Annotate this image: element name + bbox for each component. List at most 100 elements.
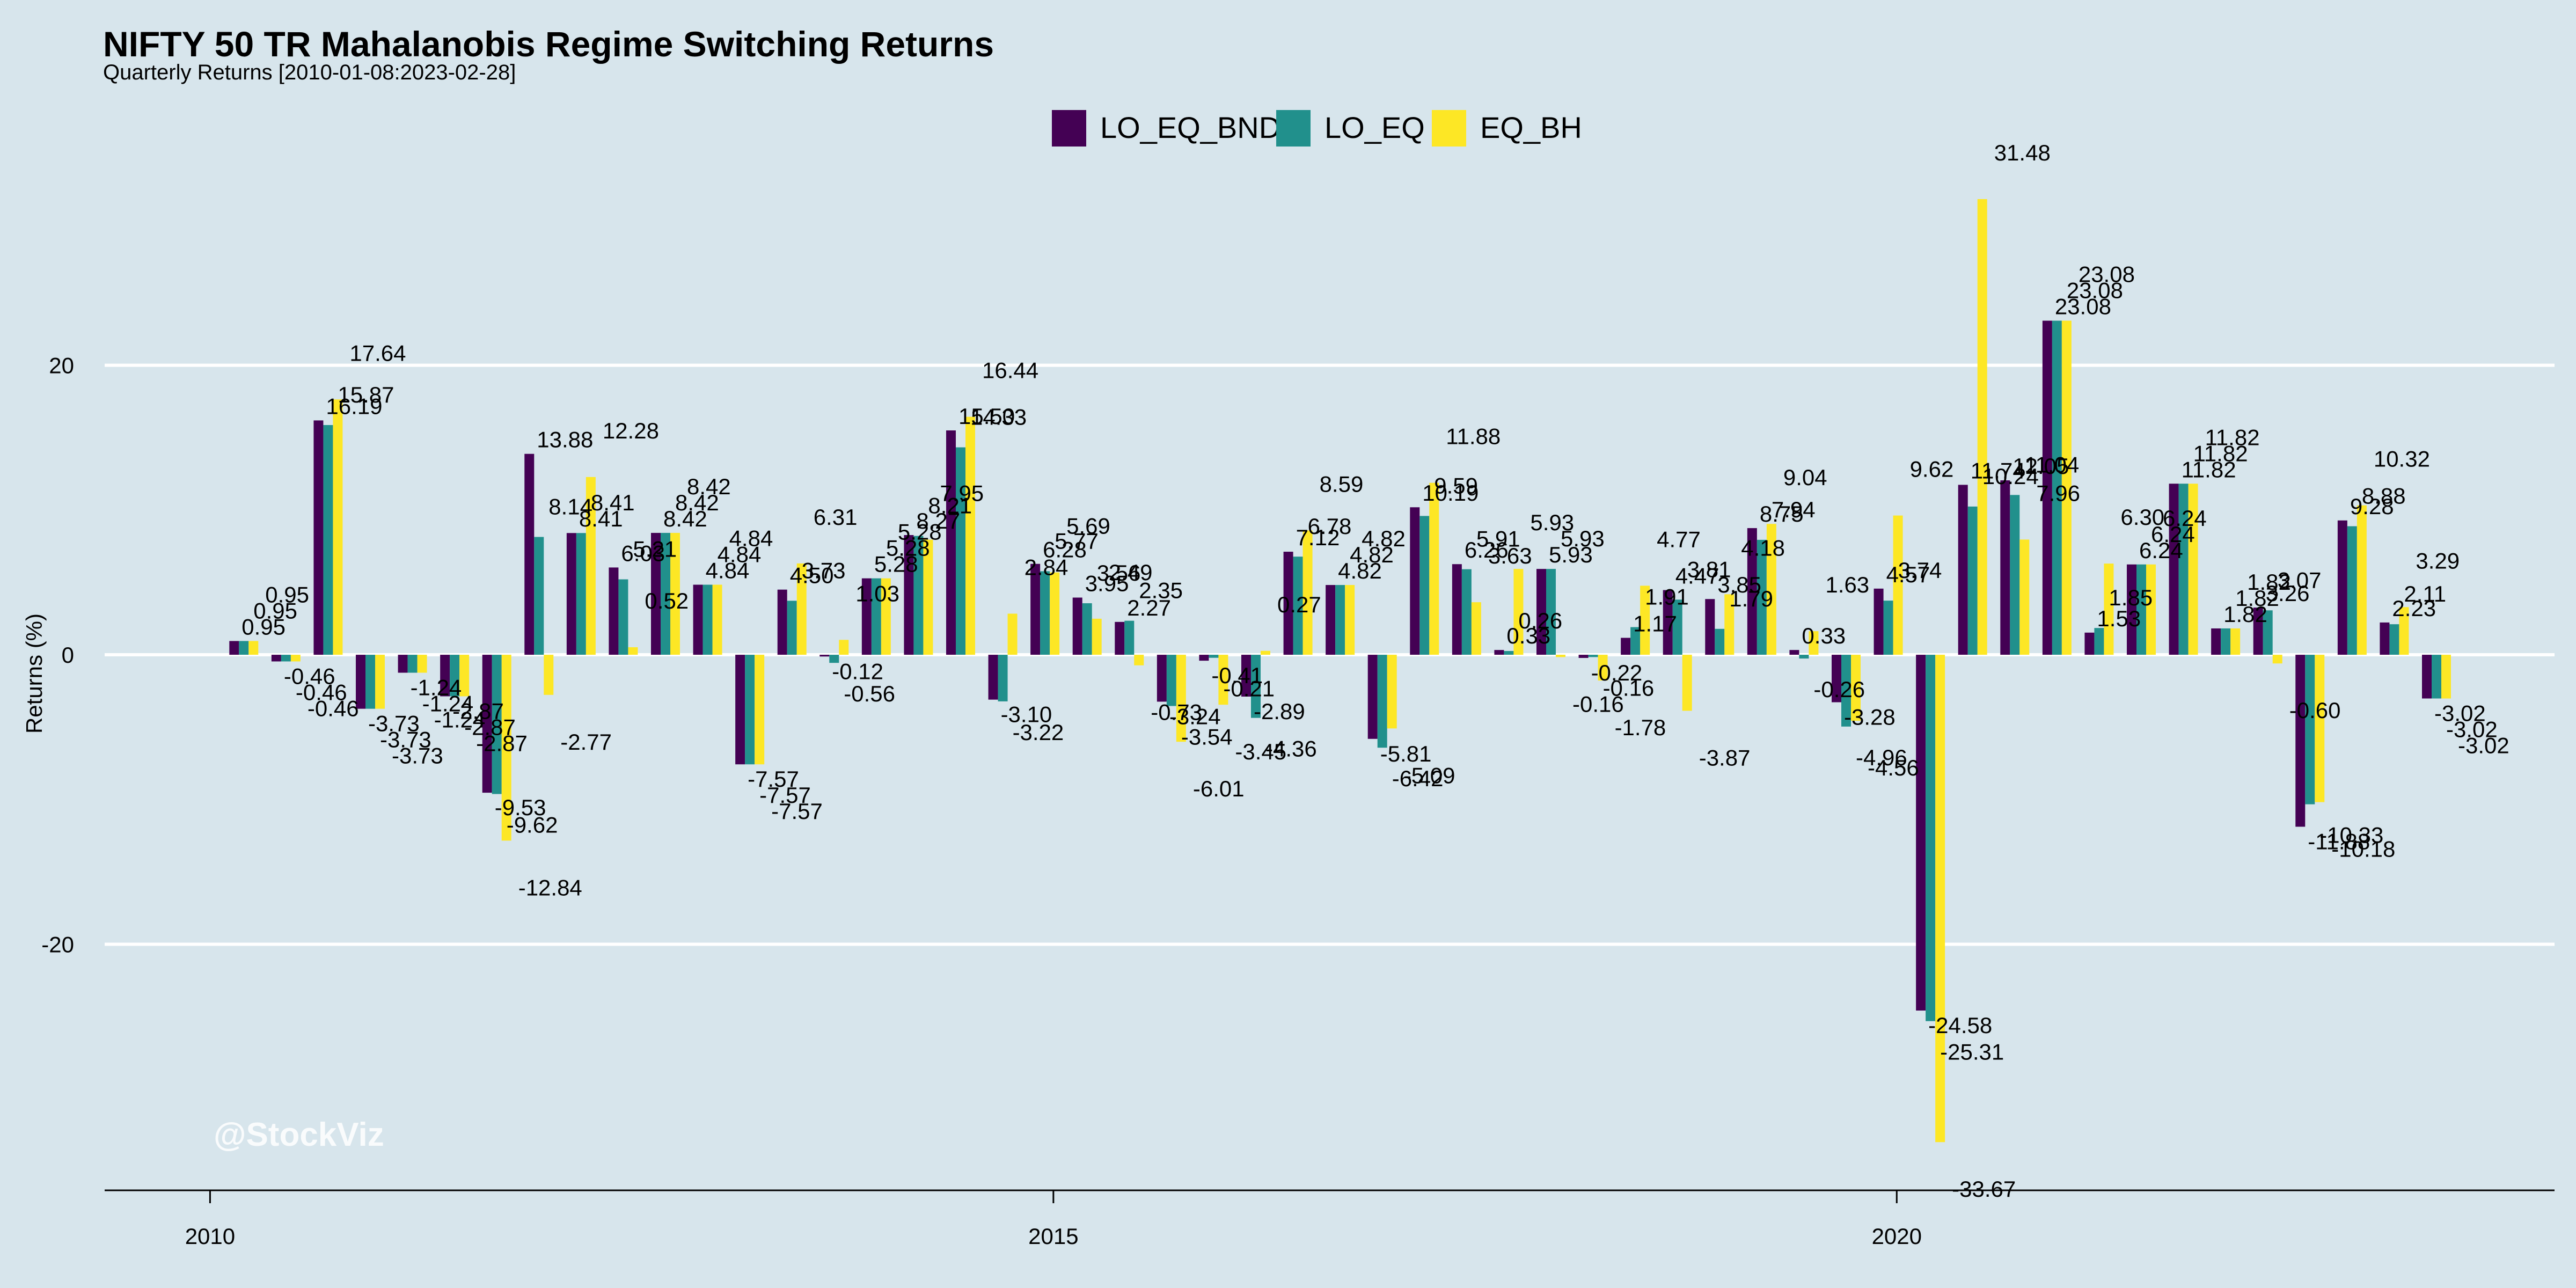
data-label: 6.24 [2139,538,2183,563]
bar-lo-eq-bnd [609,567,619,655]
data-label: 8.27 [916,508,960,533]
bar-eq-bh [1766,524,1776,655]
bar-lo-eq [1926,655,1936,1021]
data-label: 11.88 [1446,424,1501,449]
bar-lo-eq [618,579,628,655]
chart-subtitle: Quarterly Returns [2010-01-08:2023-02-28… [103,61,516,84]
bar-lo-eq-bnd [988,655,998,700]
bar-lo-eq-bnd [2127,564,2136,655]
bar-lo-eq [2389,624,2399,655]
data-label: 5.21 [633,537,677,562]
bar-lo-eq [913,536,924,655]
data-label: 4.84 [729,526,773,551]
data-label: 15.87 [338,382,394,407]
bar-eq-bh [923,539,933,655]
data-label: -1.24 [434,707,486,733]
data-label: 12.05 [2012,453,2069,479]
bar-eq-bh [1556,655,1565,657]
data-label: 0.33 [1802,623,1846,648]
bar-lo-eq [1124,620,1135,655]
bar-eq-bh [628,647,638,655]
data-label: 31.48 [1994,140,2051,165]
bar-lo-eq [1166,655,1176,706]
data-label: 4.82 [1362,526,1406,551]
data-label: -2.87 [476,730,528,756]
data-label: -0.46 [308,696,359,721]
bar-lo-eq [365,655,375,709]
data-label: 5.93 [1530,510,1574,535]
data-label: 0.95 [253,598,297,623]
bar-lo-eq-bnd [2084,632,2095,655]
bar-lo-eq [1504,651,1514,655]
y-tick-label: 0 [62,642,74,668]
data-label: 6.30 [2120,504,2164,530]
data-label: -3.28 [1844,705,1896,730]
data-label: 4.84 [706,558,750,583]
data-label: 1.82 [2247,569,2291,595]
data-label: 0.26 [1518,608,1562,633]
data-label: 8.42 [663,506,707,531]
bar-lo-eq-bnd [1747,528,1757,655]
bar-lo-eq-bnd [1536,569,1546,655]
bar-lo-eq-bnd [2042,320,2052,655]
bar-lo-eq-bnd [2337,520,2347,655]
bar-lo-eq [1461,569,1472,655]
data-label: -0.60 [2289,698,2341,723]
bar-lo-eq [745,655,755,765]
bar-lo-eq-bnd [735,655,745,765]
bar-lo-eq [1672,599,1682,655]
data-label: 1.17 [1633,611,1677,636]
bars [229,199,2451,1143]
data-label: 3.73 [802,558,846,583]
data-label: -11.88 [2308,829,2370,854]
bar-lo-eq [1799,655,1809,659]
bar-eq-bh [881,578,891,655]
bar-lo-eq-bnd [1916,655,1926,1011]
data-label: 2.23 [2392,596,2436,621]
legend-label: LO_EQ [1324,111,1425,144]
bar-eq-bh [1598,655,1608,681]
bar-lo-eq-bnd [2211,628,2221,655]
bar-eq-bh [2441,655,2451,699]
data-label: -4.96 [1856,745,1907,770]
bar-lo-eq-bnd [1157,655,1167,702]
data-label: 0.52 [645,588,689,613]
data-label: 16.19 [326,393,382,419]
data-label: -0.46 [284,663,335,689]
bar-lo-eq-bnd [946,430,956,655]
bar-eq-bh [2357,505,2367,655]
bar-eq-bh [290,655,301,662]
bar-eq-bh [1218,655,1228,705]
bar-eq-bh [1724,594,1735,655]
bar-lo-eq-bnd [356,655,365,709]
bar-eq-bh [1387,655,1397,729]
data-label: 3.74 [1898,558,1942,583]
bar-lo-eq-bnd [2380,622,2390,655]
bar-lo-eq-bnd [1789,650,1799,655]
data-label: -3.02 [2434,701,2486,726]
bar-eq-bh [1977,199,1987,655]
bar-lo-eq [407,655,418,673]
bar-lo-eq-bnd [1072,597,1082,655]
data-label: 5.28 [874,552,918,577]
bar-lo-eq-bnd [861,578,872,655]
data-label: 5.93 [1549,542,1593,567]
watermark: @StockViz [214,1116,384,1153]
bar-lo-eq-bnd [2422,655,2432,699]
bar-eq-bh [2019,539,2030,655]
data-label: 8.14 [548,494,592,519]
data-label: 8.75 [1760,501,1804,526]
bar-eq-bh [1134,655,1144,665]
bar-lo-eq-bnd [566,533,576,655]
data-label: -2.87 [452,698,504,723]
data-label: 9.28 [2350,494,2394,519]
data-label: -9.53 [495,795,546,820]
bar-lo-eq [2010,495,2020,655]
data-label: 4.57 [1886,562,1930,587]
bar-lo-eq-bnd [1958,485,1968,655]
bar-eq-bh [2315,655,2325,802]
data-label: -0.56 [844,681,895,706]
data-label: 7.12 [1296,525,1340,550]
data-label: -0.21 [1223,676,1275,701]
